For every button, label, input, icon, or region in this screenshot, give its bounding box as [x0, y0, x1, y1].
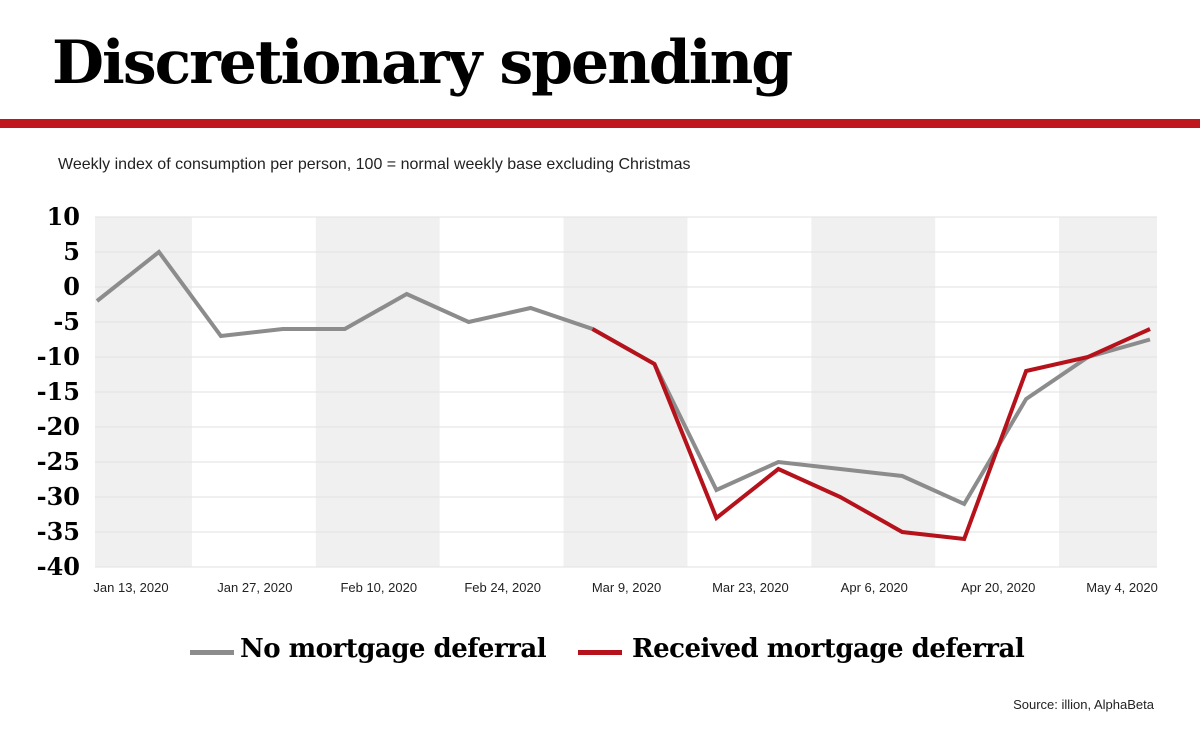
y-tick-label: -10 — [37, 342, 80, 371]
x-tick-label: Mar 9, 2020 — [592, 580, 661, 595]
y-tick-label: -15 — [37, 377, 80, 406]
legend-swatch-no-deferral — [190, 650, 234, 655]
y-tick-label: -30 — [37, 482, 80, 511]
x-tick-label: Jan 13, 2020 — [93, 580, 168, 595]
y-tick-label: 0 — [63, 272, 80, 301]
y-tick-label: -5 — [53, 307, 80, 336]
y-tick-label: -20 — [37, 412, 80, 441]
x-tick-label: Feb 10, 2020 — [340, 580, 417, 595]
y-tick-label: -40 — [37, 552, 80, 581]
legend-label-received-deferral: Received mortgage deferral — [632, 634, 1025, 664]
title-divider — [0, 119, 1200, 128]
source-note: Source: illion, AlphaBeta — [1013, 697, 1154, 712]
chart-subtitle: Weekly index of consumption per person, … — [58, 156, 691, 173]
x-tick-label: Apr 6, 2020 — [841, 580, 908, 595]
x-tick-label: Jan 27, 2020 — [217, 580, 292, 595]
legend-label-no-deferral: No mortgage deferral — [240, 634, 547, 664]
y-tick-label: 5 — [63, 237, 80, 266]
y-tick-label: 10 — [47, 202, 80, 231]
x-tick-label: May 4, 2020 — [1086, 580, 1158, 595]
x-tick-label: Feb 24, 2020 — [464, 580, 541, 595]
legend-swatch-received-deferral — [578, 650, 622, 655]
y-tick-label: -35 — [37, 517, 80, 546]
x-tick-label: Mar 23, 2020 — [712, 580, 789, 595]
y-tick-label: -25 — [37, 447, 80, 476]
chart-title: Discretionary spending — [52, 28, 793, 98]
x-tick-label: Apr 20, 2020 — [961, 580, 1035, 595]
series-line-received-deferral — [591, 327, 1151, 542]
